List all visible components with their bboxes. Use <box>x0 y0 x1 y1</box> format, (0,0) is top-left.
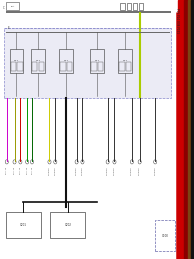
Bar <box>98 62 103 71</box>
Text: Door Lk: Door Lk <box>27 167 28 174</box>
Bar <box>126 62 131 71</box>
Bar <box>188 0 191 259</box>
Text: Oil Press: Oil Press <box>155 167 156 175</box>
Bar <box>4 28 171 98</box>
Text: R1-2: R1-2 <box>123 60 128 61</box>
Bar <box>6 2 19 10</box>
Text: Oil Press: Oil Press <box>76 167 77 175</box>
Text: C: C <box>3 6 5 10</box>
Bar <box>155 220 175 251</box>
Bar <box>191 0 194 259</box>
Text: 30A: 30A <box>10 6 15 7</box>
Text: E: E <box>8 26 10 30</box>
Bar <box>38 62 44 71</box>
Bar <box>10 49 23 73</box>
Bar <box>32 62 37 71</box>
Text: C202: C202 <box>64 223 71 227</box>
Bar <box>6 212 41 238</box>
Bar <box>31 49 45 73</box>
Bar <box>60 62 66 71</box>
Bar <box>90 49 104 73</box>
Bar <box>178 0 184 259</box>
Text: Door Lk: Door Lk <box>20 167 21 174</box>
Bar <box>127 3 131 10</box>
Bar <box>50 212 85 238</box>
Text: Oil Press: Oil Press <box>114 167 115 175</box>
Text: Oil Press: Oil Press <box>107 167 108 175</box>
Text: Oil Press: Oil Press <box>139 167 140 175</box>
Bar <box>17 62 23 71</box>
Bar <box>120 3 125 10</box>
Bar <box>59 49 73 73</box>
Text: C100: C100 <box>161 234 168 238</box>
Text: R1-2: R1-2 <box>14 60 19 61</box>
Text: C201: C201 <box>20 223 27 227</box>
Bar <box>139 3 143 10</box>
Bar <box>67 62 72 71</box>
Bar <box>11 62 16 71</box>
Text: Door Lk: Door Lk <box>14 167 15 174</box>
Text: Door Lk: Door Lk <box>6 167 7 174</box>
Text: R1-2: R1-2 <box>94 60 100 61</box>
Text: Oil Press: Oil Press <box>55 167 56 175</box>
Text: P1S P24 V38 P151: P1S P24 V38 P151 <box>175 8 179 33</box>
Text: Door Lk: Door Lk <box>31 167 33 174</box>
Text: R1-2: R1-2 <box>35 60 40 61</box>
Bar <box>91 62 97 71</box>
Text: Oil Press: Oil Press <box>49 167 50 175</box>
Bar <box>119 62 125 71</box>
Text: R1-2: R1-2 <box>63 60 68 61</box>
Bar <box>133 3 137 10</box>
Bar <box>184 0 188 259</box>
Bar <box>118 49 132 73</box>
Text: Oil Press: Oil Press <box>82 167 83 175</box>
Text: Oil Press: Oil Press <box>131 167 133 175</box>
